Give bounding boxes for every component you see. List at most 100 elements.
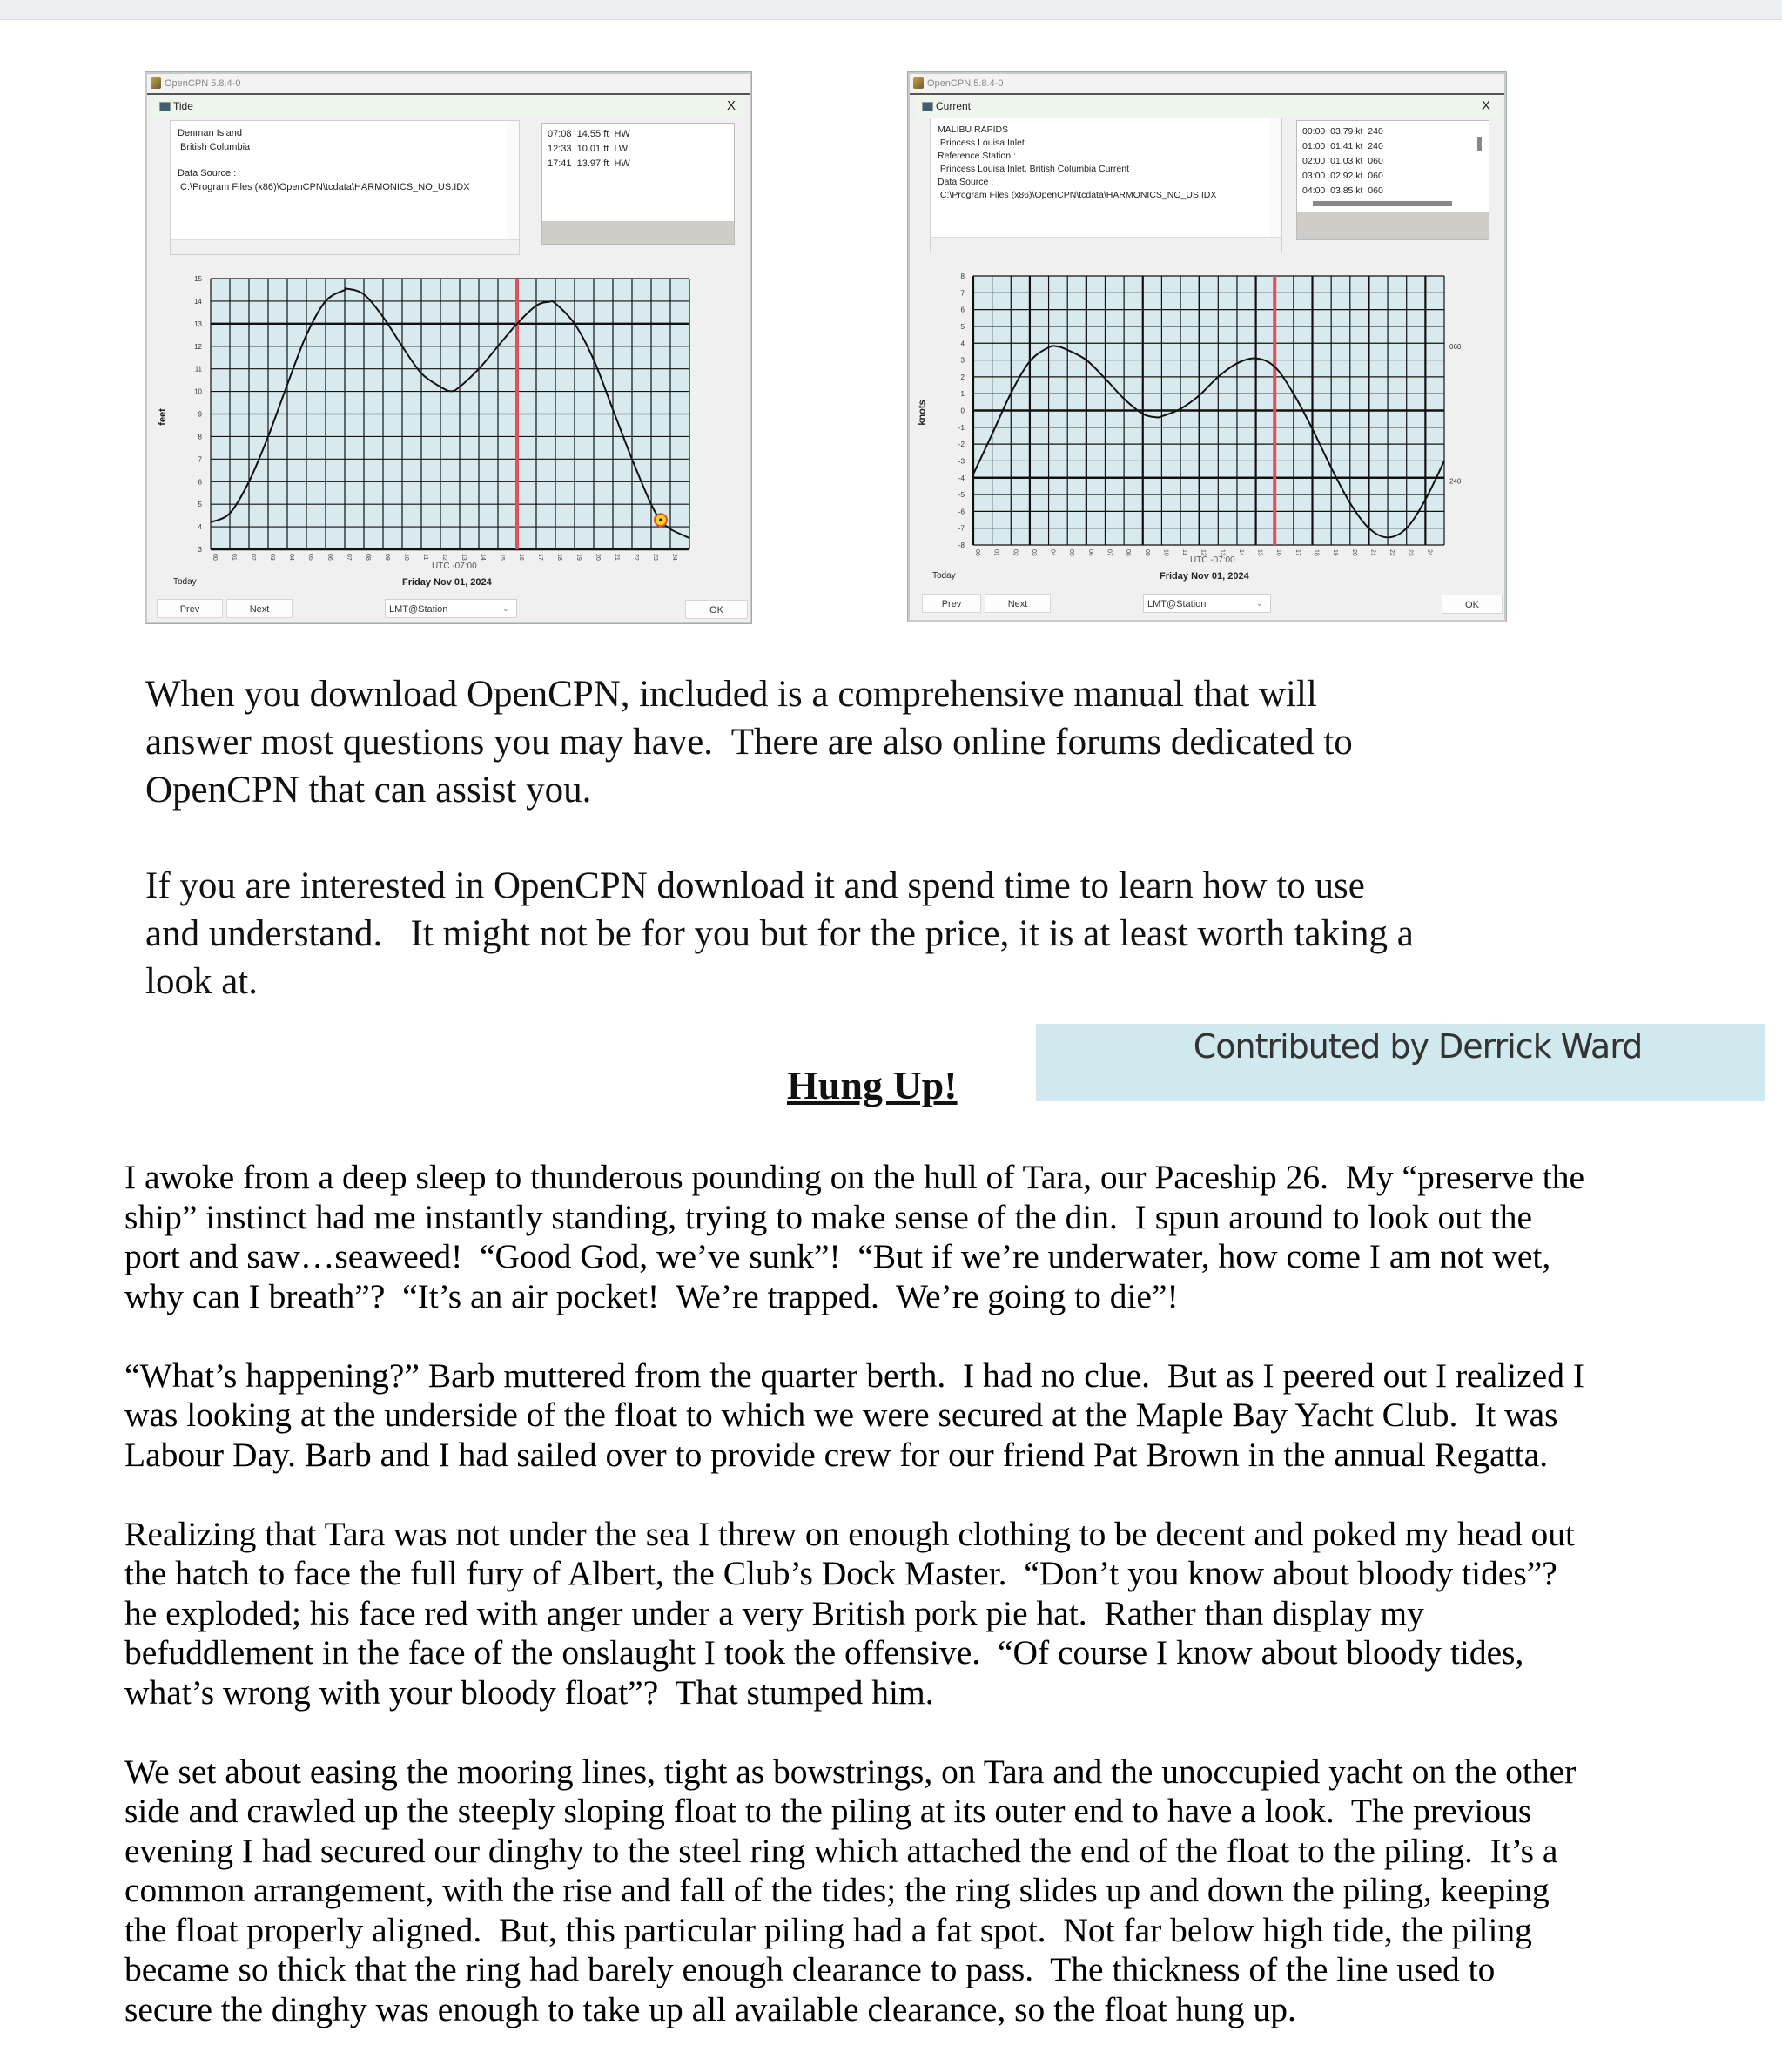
horizontal-scrollbar[interactable] bbox=[171, 239, 519, 254]
event-row: 02:00 01.03 kt 060 bbox=[1302, 156, 1383, 166]
x-tick-label: 22 bbox=[1389, 549, 1395, 556]
info-line: Princess Louisa Inlet, British Columbia … bbox=[938, 164, 1130, 174]
x-tick-label: 10 bbox=[403, 554, 409, 561]
ok-button[interactable]: OK bbox=[1442, 595, 1503, 614]
text-line: look at. bbox=[145, 961, 258, 1002]
x-tick-label: 12 bbox=[1200, 549, 1207, 556]
x-tick-label: 22 bbox=[633, 554, 639, 561]
current-events-list[interactable]: 00:00 03.79 kt 240 01:00 01.41 kt 240 02:0… bbox=[1296, 120, 1489, 240]
close-button[interactable]: X bbox=[726, 98, 736, 113]
info-line: Princess Louisa Inlet bbox=[938, 138, 1025, 148]
x-tick-label: 19 bbox=[1332, 549, 1338, 556]
y-tick-label: 7 bbox=[198, 455, 203, 463]
text-line: We set about easing the mooring lines, t… bbox=[124, 1752, 1577, 1791]
close-button[interactable]: X bbox=[1481, 98, 1490, 113]
y-tick-label: 6 bbox=[198, 478, 203, 486]
prev-button[interactable]: Prev bbox=[922, 594, 981, 613]
text-line: Realizing that Tara was not under the se… bbox=[124, 1514, 1575, 1553]
text-line: Labour Day. Barb and I had sailed over t… bbox=[124, 1435, 1549, 1474]
timezone-select-value: LMT@Station bbox=[1147, 599, 1207, 609]
x-tick-label: 09 bbox=[1144, 549, 1150, 556]
x-tick-label: 18 bbox=[1314, 549, 1320, 556]
x-tick-label: 08 bbox=[365, 554, 371, 561]
event-row: 00:00 03.79 kt 240 bbox=[1302, 126, 1383, 137]
paragraph: I awoke from a deep sleep to thunderous … bbox=[124, 1158, 1584, 1316]
paragraph: “What’s happening?” Barb muttered from t… bbox=[124, 1356, 1584, 1476]
dialog-header: Current X bbox=[915, 95, 1499, 118]
x-tick-label: 18 bbox=[556, 554, 562, 561]
prev-button[interactable]: Prev bbox=[157, 599, 223, 618]
x-tick-label: 20 bbox=[595, 554, 601, 561]
y-tick-label: 4 bbox=[198, 523, 203, 531]
y-tick-label: -1 bbox=[958, 424, 965, 432]
text-line: ship” instinct had me instantly standing… bbox=[124, 1197, 1533, 1236]
y-tick-label: 3 bbox=[198, 546, 203, 554]
today-label[interactable]: Today bbox=[932, 571, 956, 581]
tide-window: OpenCPN 5.8.4-0 Tide X Denman Island Brit… bbox=[145, 72, 751, 623]
data-series-line bbox=[972, 345, 1445, 539]
story-title: Hung Up! bbox=[787, 1063, 958, 1107]
y-tick-label: 11 bbox=[195, 366, 203, 373]
info-line: Denman Island bbox=[178, 128, 242, 138]
y-tick-label: 13 bbox=[194, 320, 202, 328]
text-line: became so thick that the ring had barely… bbox=[124, 1950, 1496, 1988]
text-line: befuddlement in the face of the onslaugh… bbox=[124, 1633, 1524, 1672]
info-line: C:\Program Files (x86)\OpenCPN\tcdata\HA… bbox=[178, 182, 470, 192]
dialog-icon bbox=[922, 102, 933, 111]
ok-button[interactable]: OK bbox=[685, 600, 748, 619]
dialog-title: Current bbox=[936, 100, 972, 112]
text-line: side and crawled up the steeply sloping … bbox=[124, 1792, 1532, 1830]
info-line bbox=[178, 154, 512, 166]
next-button[interactable]: Next bbox=[226, 599, 293, 618]
x-tick-label: 12 bbox=[441, 554, 447, 561]
vertical-scrollbar[interactable] bbox=[507, 121, 519, 240]
text-line: he exploded; his face red with anger und… bbox=[124, 1593, 1424, 1632]
list-scrollbar-thumb[interactable] bbox=[1477, 137, 1482, 151]
y-tick-label: 9 bbox=[198, 411, 203, 419]
browser-top-bar bbox=[0, 0, 1782, 20]
text-line: I awoke from a deep sleep to thunderous … bbox=[124, 1158, 1584, 1196]
info-line: Data Source : bbox=[938, 177, 994, 187]
y-tick-label: 4 bbox=[961, 340, 965, 347]
tide-chart: 3 4 5 6 7 8 9 10 11 12 13 14 15 00 01 02 03 04 05 06 07 08 09 1… bbox=[194, 275, 690, 561]
info-line: Data Source : bbox=[178, 168, 237, 178]
dialog-header: Tide X bbox=[152, 95, 744, 118]
tide-events-list[interactable]: 07:08 14.55 ft HW 12:33 10.01 ft LW 17:41 … bbox=[541, 123, 735, 245]
y-tick-label: -8 bbox=[958, 542, 965, 549]
timezone-select[interactable]: LMT@Station ⌄ bbox=[1143, 594, 1271, 613]
x-tick-label: 06 bbox=[1087, 549, 1093, 556]
contributor-banner: Contributed by Derrick Ward bbox=[1036, 1024, 1765, 1101]
station-info-box[interactable]: MALIBU RAPIDS Princess Louisa Inlet Refer… bbox=[930, 118, 1282, 252]
x-tick-label: 24 bbox=[671, 554, 677, 561]
horizontal-scrollbar[interactable] bbox=[931, 237, 1281, 252]
list-horizontal-scrollbar[interactable] bbox=[1313, 201, 1452, 206]
y-tick-label: -5 bbox=[958, 491, 965, 499]
x-tick-label: 14 bbox=[1238, 549, 1244, 556]
y-tick-label: 8 bbox=[961, 272, 965, 280]
station-info-box[interactable]: Denman Island British Columbia Data Sourc… bbox=[170, 120, 520, 255]
paragraph: We set about easing the mooring lines, t… bbox=[124, 1752, 1584, 2030]
timezone-select[interactable]: LMT@Station ⌄ bbox=[385, 599, 517, 618]
paragraph: If you are interested in OpenCPN downloa… bbox=[145, 862, 1414, 1006]
y-tick-label: -3 bbox=[958, 457, 965, 465]
x-tick-label: 20 bbox=[1351, 549, 1357, 556]
y-tick-label: 5 bbox=[198, 501, 203, 508]
y-tick-label: 10 bbox=[194, 388, 202, 396]
dialog-icon bbox=[159, 102, 171, 111]
info-line: MALIBU RAPIDS bbox=[938, 124, 1009, 135]
x-tick-label: 21 bbox=[614, 554, 620, 561]
intro-text: When you download OpenCPN, included is a… bbox=[145, 670, 1414, 1053]
x-tick-label: 04 bbox=[288, 554, 294, 561]
event-row: 04:00 03.85 kt 060 bbox=[1302, 185, 1383, 196]
x-tick-label: 01 bbox=[993, 549, 999, 556]
dialog-title: Tide bbox=[173, 100, 193, 112]
y-tick-label: 0 bbox=[961, 407, 965, 415]
vertical-scrollbar[interactable] bbox=[1269, 118, 1281, 238]
next-button[interactable]: Next bbox=[985, 594, 1051, 613]
x-tick-label: 02 bbox=[1012, 549, 1018, 556]
x-tick-label: 16 bbox=[1275, 549, 1281, 556]
data-series-line bbox=[210, 287, 690, 539]
station-info-text: Denman Island British Columbia Data Sourc… bbox=[178, 126, 512, 194]
today-label[interactable]: Today bbox=[173, 577, 197, 587]
